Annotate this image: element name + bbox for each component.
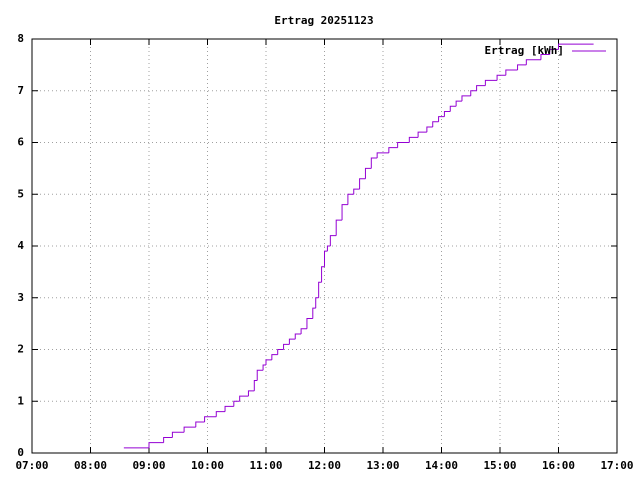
line-segment xyxy=(455,100,462,107)
line-segment xyxy=(256,369,264,381)
plot-border xyxy=(31,38,618,454)
y-tick-label: 0 xyxy=(17,446,24,459)
line-segment xyxy=(271,354,278,360)
line-segment xyxy=(183,426,196,433)
y-tick-label: 7 xyxy=(17,84,24,97)
line-segment xyxy=(341,204,348,221)
line-segment xyxy=(397,142,410,148)
line-segment xyxy=(163,436,173,443)
line-segment xyxy=(376,152,389,159)
line-segment xyxy=(408,136,419,143)
line-segment xyxy=(359,178,366,190)
x-tick-label: 15:00 xyxy=(483,459,516,472)
line-segment xyxy=(306,317,313,329)
line-segment xyxy=(484,79,498,86)
line-segment xyxy=(364,167,372,179)
line-segment xyxy=(253,380,258,391)
line-segment xyxy=(215,411,226,417)
x-tick-label: 10:00 xyxy=(191,459,224,472)
line-segment xyxy=(549,48,559,55)
line-segment xyxy=(204,416,217,422)
line-segment xyxy=(324,250,328,267)
line-segment xyxy=(233,400,240,407)
y-tick-label: 4 xyxy=(17,239,24,252)
line-segment xyxy=(505,69,518,76)
line-segment xyxy=(517,64,527,71)
chart-title: Ertrag 20251123 xyxy=(274,14,373,27)
line-segment xyxy=(443,110,451,117)
line-segment xyxy=(449,105,457,112)
line-segment xyxy=(318,281,322,298)
line-segment xyxy=(329,235,337,246)
line-segment xyxy=(326,245,331,252)
line-segment xyxy=(388,147,398,153)
line-segment xyxy=(239,395,249,402)
line-segment xyxy=(540,54,550,60)
line-segment xyxy=(432,121,439,127)
line-segment xyxy=(294,333,302,340)
line-segment xyxy=(347,193,354,205)
line-segment xyxy=(247,390,255,397)
line-segment xyxy=(277,349,284,355)
line-segment xyxy=(300,328,307,334)
line-segment xyxy=(353,188,360,195)
y-tick-label: 5 xyxy=(17,187,24,200)
line-segment xyxy=(321,266,325,283)
x-tick-label: 12:00 xyxy=(308,459,341,472)
line-segment xyxy=(417,131,427,138)
line-segment xyxy=(470,90,477,96)
line-segment xyxy=(438,116,445,122)
line-segment xyxy=(224,405,234,412)
line-segment xyxy=(265,359,272,366)
y-tick-label: 1 xyxy=(17,394,24,407)
line-segment xyxy=(476,85,486,91)
x-tick-label: 07:00 xyxy=(15,459,48,472)
line-segment xyxy=(335,219,343,236)
line-segment xyxy=(171,431,185,438)
line-segment xyxy=(426,126,433,133)
line-segment xyxy=(370,157,378,169)
line-segment xyxy=(148,442,164,448)
line-segment xyxy=(283,343,290,350)
line-segment xyxy=(262,364,266,371)
x-tick-label: 14:00 xyxy=(425,459,458,472)
y-tick-label: 3 xyxy=(17,291,24,304)
x-tick-label: 13:00 xyxy=(366,459,399,472)
legend-label: Ertrag [kWh] xyxy=(485,44,564,57)
line-segment xyxy=(288,338,296,345)
y-tick-label: 8 xyxy=(17,32,24,45)
line-segment xyxy=(525,59,541,65)
line-segment xyxy=(315,297,319,309)
x-tick-label: 11:00 xyxy=(249,459,282,472)
line-segment xyxy=(461,95,471,102)
y-tick-label: 6 xyxy=(17,136,24,149)
line-segment xyxy=(558,43,594,50)
line-segment xyxy=(195,421,205,428)
x-tick-label: 09:00 xyxy=(132,459,165,472)
x-tick-label: 08:00 xyxy=(74,459,107,472)
x-tick-label: 17:00 xyxy=(600,459,633,472)
line-segment xyxy=(496,74,506,81)
x-tick-label: 16:00 xyxy=(542,459,575,472)
line-segment xyxy=(312,307,316,319)
y-tick-label: 2 xyxy=(17,343,24,356)
